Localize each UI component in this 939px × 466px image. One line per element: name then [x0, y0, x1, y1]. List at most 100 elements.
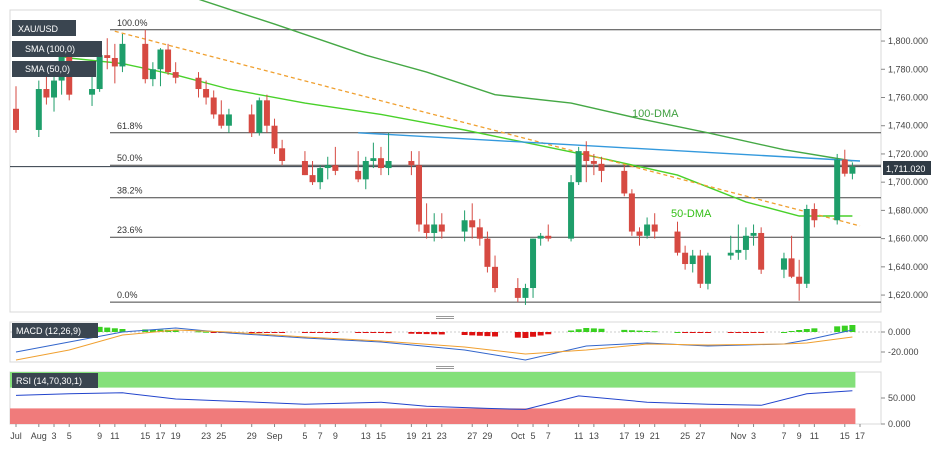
candle-body: [377, 158, 384, 169]
candle-body: [530, 238, 537, 289]
macd-histogram-bar: [568, 330, 575, 332]
divider-grip-4: [436, 368, 454, 369]
divider-grip-2: [436, 318, 454, 319]
macd-histogram-bar: [590, 328, 597, 332]
candle-body: [271, 125, 278, 149]
candle-body: [780, 258, 787, 270]
macd-histogram-bar: [203, 331, 210, 333]
macd-histogram-bar: [788, 331, 795, 332]
y-tick-label: 1,740.000: [888, 121, 928, 131]
falling-trendline: [114, 30, 861, 227]
legend-symbol-bg: [12, 20, 76, 36]
macd-histogram-bar: [423, 332, 430, 335]
candle-body: [195, 77, 202, 90]
candle-body: [788, 258, 795, 277]
rsi-panel: [10, 372, 856, 424]
x-tick-label: 5: [302, 431, 307, 441]
macd-histogram-bar: [248, 332, 255, 333]
legend-sma50-tag[interactable]: SMA (50,0): [12, 61, 96, 77]
y-tick-label: 1,720.000: [888, 149, 928, 159]
legend-sma100-tag[interactable]: SMA (100,0): [12, 41, 102, 57]
macd-histogram-bar: [742, 332, 749, 333]
macd-histogram-bar: [583, 328, 590, 332]
macd-tick-label: -20.000: [888, 347, 919, 357]
candle-body: [119, 43, 126, 67]
macd-histogram-bar: [750, 332, 757, 333]
candle-body: [142, 43, 149, 80]
candle-body: [644, 224, 651, 236]
macd-histogram-bar: [438, 332, 445, 335]
candle-body: [849, 166, 856, 174]
candle-body: [408, 161, 415, 166]
rsi-line: [15, 390, 853, 410]
rsi-tick-label: 50.000: [888, 393, 916, 403]
macd-histogram-bar: [309, 332, 316, 333]
x-tick-label: 29: [247, 431, 257, 441]
y-tick-label: 1,780.000: [888, 64, 928, 74]
x-tick-label: 29: [482, 431, 492, 441]
rsi-label-tag[interactable]: RSI (14,70,30,1): [12, 373, 98, 388]
x-tick-label: 17: [855, 431, 865, 441]
candle-body: [362, 161, 369, 180]
sma100-line: [198, 0, 853, 162]
candle-body: [96, 55, 103, 90]
macd-histogram-bar: [644, 331, 651, 332]
legend-symbol-tag[interactable]: XAU/USD: [12, 20, 76, 36]
x-tick-label: 11: [810, 431, 819, 441]
macd-histogram-bar: [172, 330, 179, 332]
candle-body: [476, 227, 483, 239]
candle-body: [248, 114, 255, 133]
candle-body: [537, 235, 544, 239]
main-panel-frame: [9, 9, 882, 313]
macd-histogram-bar: [697, 332, 704, 333]
macd-histogram-bar: [689, 332, 696, 333]
rsi-panel-divider-handle[interactable]: [436, 366, 454, 369]
macd-histogram-bar: [256, 332, 263, 333]
candle-body: [317, 168, 324, 183]
macd-signal-line: [15, 329, 853, 361]
y-tick-label: 1,620.000: [888, 290, 928, 300]
candle-body: [682, 252, 689, 265]
macd-label: MACD (12,26,9): [16, 326, 81, 336]
candle-body: [256, 100, 263, 133]
axes-layer: 1,800.000 1,780.000 1,760.000 1,740.000 1,72…: [10, 36, 928, 441]
fib-level-label: 100.0%: [117, 18, 148, 28]
macd-histogram-bar: [514, 332, 521, 338]
macd-panel-divider-handle[interactable]: [436, 316, 454, 319]
x-tick-label: 19: [171, 431, 181, 441]
x-tick-label: 11: [574, 431, 583, 441]
x-tick-label: 9: [97, 431, 102, 441]
macd-histogram-bar: [834, 326, 841, 332]
macd-histogram-bar: [279, 332, 286, 333]
y-tick-label: 1,760.000: [888, 92, 928, 102]
candle-body: [165, 49, 172, 73]
macd-panel-frame: [9, 321, 882, 363]
macd-histogram-bar: [628, 330, 635, 332]
candle-body: [704, 255, 711, 284]
macd-label-bg: [12, 323, 98, 338]
macd-histogram-bar: [324, 332, 331, 333]
candle-body: [370, 158, 377, 161]
macd-histogram-bar: [362, 332, 369, 333]
candle-body: [583, 151, 590, 161]
candle-body: [461, 220, 468, 232]
macd-histogram-bar: [370, 332, 377, 333]
candle-body: [431, 224, 438, 233]
x-tick-label: 3: [751, 431, 756, 441]
candle-body: [735, 249, 742, 253]
x-tick-label: 19: [406, 431, 416, 441]
candles-layer: [13, 29, 856, 305]
candle-body: [469, 220, 476, 228]
y-tick-label: 1,800.000: [888, 36, 928, 46]
rsi-oversold-band: [10, 408, 856, 424]
candle-body: [598, 163, 605, 171]
candle-body: [263, 100, 270, 126]
candle-body: [423, 224, 430, 233]
price-tag-bg: [883, 161, 931, 175]
macd-label-tag[interactable]: MACD (12,26,9): [12, 323, 98, 338]
candle-body: [628, 193, 635, 232]
candle-body: [172, 72, 179, 78]
x-tick-label: 9: [333, 431, 338, 441]
